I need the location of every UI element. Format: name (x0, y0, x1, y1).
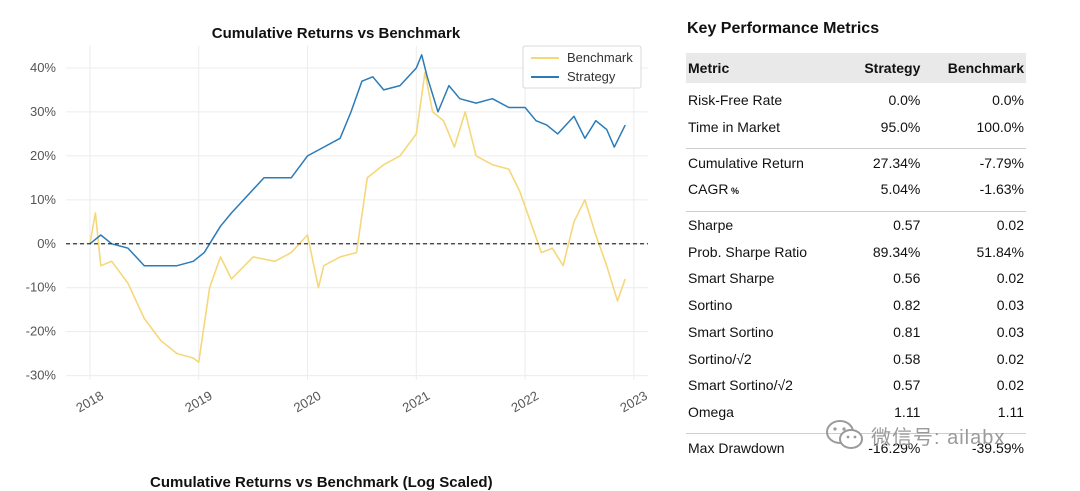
strategy-value: 27.34% (844, 148, 923, 177)
benchmark-value: -7.79% (922, 148, 1026, 177)
axes: -30% -20% -10% 0% 10% 20% 30% 40% 2018 2019 2020 20… (26, 60, 650, 415)
strategy-value: 0.56 (893, 270, 921, 287)
benchmark-value: 0.02 (996, 377, 1024, 394)
metrics-row: Max Drawdown -16.29% -39.59% (686, 433, 1026, 461)
y-tick-label: -20% (26, 324, 57, 339)
strategy-value: 5.04% (880, 181, 921, 198)
strategy-value: 0.57 (893, 377, 921, 394)
strategy-value: 0.82 (893, 297, 921, 314)
strategy-value: 0.58 (893, 350, 921, 367)
benchmark-value: -1.63% (979, 181, 1024, 198)
metric-name: Smart Sharpe (688, 270, 775, 287)
metrics-row: Cumulative Return 27.34% -7.79% (686, 148, 1026, 177)
metrics-header-row: Metric Strategy Benchmark (686, 53, 1026, 83)
strategy-value: 1.11 (894, 403, 921, 420)
x-tick-label: 2022 (509, 388, 542, 415)
benchmark-value: 0.03 (996, 297, 1024, 314)
benchmark-value: 0.02 (996, 270, 1024, 287)
legend: Benchmark Strategy (522, 45, 642, 89)
metric-name: Risk-Free Rate (688, 92, 783, 109)
benchmark-value: 51.84% (976, 243, 1024, 260)
metrics-row: Smart Sortino/√2 0.57 0.02 (686, 372, 1026, 399)
watermark: 微信号: ailabx (825, 418, 1005, 452)
metrics-row: Sortino 0.82 0.03 (686, 292, 1026, 319)
metrics-row: Smart Sortino 0.81 0.03 (686, 319, 1026, 346)
cagr-suffix: % (728, 186, 739, 197)
strategy-value: 95.0% (880, 119, 921, 136)
wechat-icon (826, 420, 863, 449)
legend-label: Benchmark (567, 50, 633, 65)
benchmark-value: 0.03 (996, 323, 1024, 340)
benchmark-value: 1.11 (997, 403, 1024, 420)
benchmark-value: 0.0% (992, 92, 1024, 109)
series-lines (66, 54, 648, 364)
metric-name: Max Drawdown (686, 433, 845, 461)
metrics-row: Risk-Free Rate 0.0% 0.0% (686, 83, 1026, 114)
metric-name: Time in Market (688, 119, 781, 136)
cumulative-returns-chart: Cumulative Returns vs Benchmark -30% -20%… (26, 25, 650, 415)
x-tick-label: 2018 (73, 388, 106, 415)
metrics-spacer (686, 140, 1026, 149)
metrics-row: Smart Sharpe 0.56 0.02 (686, 265, 1026, 292)
x-tick-label: 2023 (617, 388, 650, 415)
metric-name: Prob. Sharpe Ratio (688, 243, 808, 260)
benchmark-value: 100.0% (976, 119, 1024, 136)
metrics-row: CAGR % 5.04% -1.63% (686, 176, 1026, 203)
grid (66, 46, 648, 380)
series-line-benchmark (89, 71, 626, 364)
y-tick-label: 20% (30, 148, 56, 163)
chart-title: Cumulative Returns vs Benchmark (212, 25, 461, 42)
metric-name: Smart Sortino (688, 323, 774, 340)
metrics-spacer (686, 203, 1026, 212)
legend-label: Strategy (567, 69, 616, 84)
metric-name: Omega (688, 403, 734, 420)
strategy-value: 0.81 (893, 323, 921, 340)
y-tick-label: -30% (26, 368, 57, 383)
metrics-row: Prob. Sharpe Ratio 89.34% 51.84% (686, 238, 1026, 265)
benchmark-value: 0.02 (922, 210, 1026, 239)
metrics-row: Sharpe 0.57 0.02 (686, 210, 1026, 239)
y-tick-label: 10% (30, 192, 56, 207)
metric-name: CAGR % (688, 181, 739, 198)
metrics-body: Risk-Free Rate 0.0% 0.0% Time in Market 95.0… (686, 83, 1026, 461)
metric-name: Smart Sortino/√2 (688, 377, 793, 394)
benchmark-header: Benchmark (922, 53, 1026, 83)
metric-name: Sharpe (686, 210, 845, 239)
metric-name: Sortino (688, 297, 733, 314)
strategy-value: 89.34% (872, 243, 921, 260)
y-tick-label: 0% (37, 236, 56, 251)
x-tick-label: 2020 (291, 388, 324, 415)
y-tick-label: 40% (30, 60, 56, 75)
metrics-table: Metric Strategy Benchmark Risk-Free Rate… (686, 53, 1026, 461)
x-tick-label: 2019 (182, 388, 215, 415)
metric-name: Cumulative Return (686, 148, 845, 177)
metrics-row: Omega 1.11 1.11 (686, 399, 1026, 426)
metrics-title: Key Performance Metrics (687, 20, 880, 37)
watermark-text: 微信号: ailabx (871, 426, 1006, 449)
strategy-value: 0.57 (844, 210, 923, 239)
metric-header: Metric (686, 53, 845, 83)
benchmark-value: -39.59% (922, 433, 1026, 461)
y-tick-label: 30% (30, 104, 56, 119)
y-tick-label: -10% (26, 280, 57, 295)
metric-name: Sortino/√2 (688, 350, 752, 367)
strategy-value: 0.0% (888, 92, 921, 109)
strategy-header: Strategy (844, 53, 923, 83)
series-line-strategy (89, 54, 626, 267)
metrics-row: Time in Market 95.0% 100.0% (686, 114, 1026, 141)
x-tick-label: 2021 (400, 388, 433, 415)
metrics-row: Sortino/√2 0.58 0.02 (686, 345, 1026, 372)
benchmark-value: 0.02 (996, 350, 1024, 367)
